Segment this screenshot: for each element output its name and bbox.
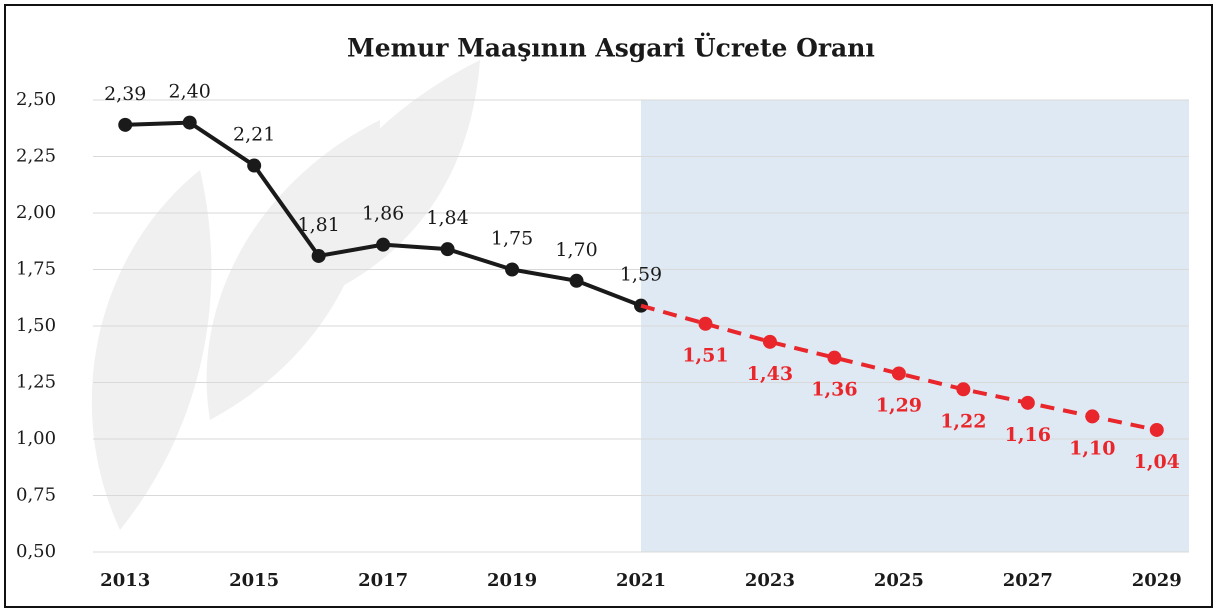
leaf-decor [91,170,212,530]
data-label: 1,16 [1005,424,1051,446]
data-label: 1,86 [362,203,404,225]
y-tick-label: 1,25 [16,372,56,393]
data-point [891,366,906,381]
x-tick-label: 2021 [616,570,666,591]
data-label: 2,21 [233,124,275,146]
data-label: 1,36 [811,379,857,401]
x-tick-label: 2015 [229,570,279,591]
x-tick-label: 2023 [745,570,795,591]
x-tick-label: 2019 [487,570,537,591]
series-line [704,321,1158,432]
data-label: 1,29 [876,394,922,416]
data-label: 1,84 [426,207,468,229]
y-tick-label: 0,75 [16,485,56,506]
data-point [118,117,133,132]
data-label: 2,39 [104,83,146,105]
data-label: 1,70 [555,239,597,261]
data-label: 2,40 [169,81,211,103]
connector-line [640,303,707,326]
data-point [311,248,326,263]
data-label: 1,10 [1069,437,1115,459]
x-tick-label: 2017 [358,570,408,591]
data-point [698,316,713,331]
data-label: 1,51 [682,345,728,367]
y-tick-label: 1,50 [16,315,56,336]
x-tick-label: 2013 [100,570,150,591]
data-point [247,158,262,173]
y-tick-label: 2,25 [16,146,56,167]
data-label: 1,04 [1134,451,1180,473]
y-tick-label: 1,75 [16,259,56,280]
y-tick-label: 2,00 [16,202,56,223]
data-point [182,115,197,130]
y-tick-label: 1,00 [16,428,56,449]
data-point [827,350,842,365]
data-point [762,334,777,349]
x-tick-label: 2027 [1003,570,1053,591]
data-point [1149,422,1164,437]
data-label: 1,43 [747,363,793,385]
data-point [1020,395,1035,410]
data-label: 1,22 [940,410,986,432]
data-point [956,382,971,397]
data-point [440,242,455,257]
y-tick-label: 0,50 [16,541,56,562]
data-point [569,273,584,288]
data-point [505,262,520,277]
data-label: 1,59 [620,264,662,286]
data-label: 1,81 [297,214,339,236]
leaf-decor [290,60,480,310]
x-tick-label: 2025 [874,570,924,591]
x-tick-label: 2029 [1132,570,1182,591]
data-label: 1,75 [491,228,533,250]
data-point [376,237,391,252]
chart-title: Memur Maaşının Asgari Ücrete Oranı [347,34,875,63]
y-tick-label: 2,50 [16,89,56,110]
data-point [1085,409,1100,424]
